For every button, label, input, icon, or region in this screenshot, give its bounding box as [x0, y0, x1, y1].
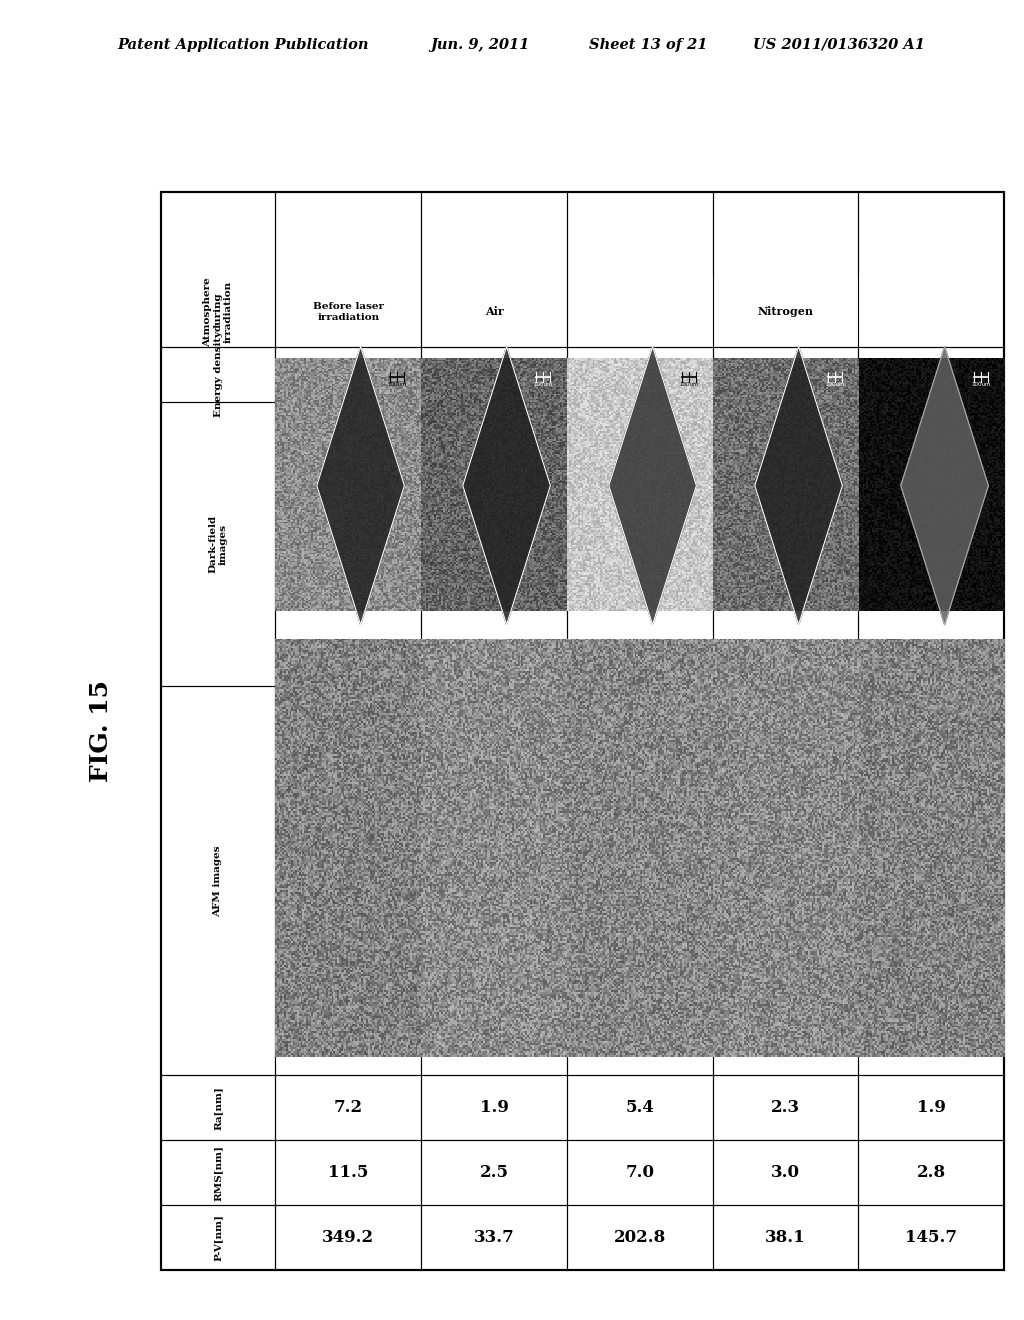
Text: AFM images: AFM images [214, 845, 222, 916]
Text: 525mJ/cm²: 525mJ/cm² [463, 370, 525, 379]
Text: 2.3: 2.3 [771, 1100, 800, 1117]
Text: Jun. 9, 2011: Jun. 9, 2011 [430, 38, 529, 51]
Text: Before laser
irradiation: Before laser irradiation [312, 364, 384, 384]
Text: 100um: 100um [387, 381, 407, 387]
Text: Sheet 13 of 21: Sheet 13 of 21 [589, 38, 708, 51]
Text: RMS[nm]: RMS[nm] [214, 1144, 222, 1201]
Text: Energy density: Energy density [214, 331, 222, 417]
Text: 100um: 100um [825, 381, 845, 387]
Text: 2.5: 2.5 [479, 1164, 509, 1181]
Text: 145.7: 145.7 [905, 1229, 957, 1246]
Polygon shape [901, 347, 988, 624]
Text: Nitrogen: Nitrogen [758, 306, 813, 318]
Text: 431mJ/cm²: 431mJ/cm² [608, 370, 671, 379]
Polygon shape [609, 347, 696, 624]
Text: 33.7: 33.7 [474, 1229, 514, 1246]
Polygon shape [316, 347, 404, 624]
Text: FIG. 15: FIG. 15 [89, 680, 113, 783]
Text: Ra[nm]: Ra[nm] [214, 1086, 222, 1130]
Text: 100um: 100um [534, 381, 553, 387]
Text: P-V[nm]: P-V[nm] [214, 1214, 222, 1261]
Text: 100um: 100um [972, 381, 991, 387]
Bar [161, 193, 1005, 1270]
Text: 11.5: 11.5 [328, 1164, 369, 1181]
Text: 619mJ/cm²: 619mJ/cm² [900, 370, 963, 379]
Text: 7.0: 7.0 [626, 1164, 654, 1181]
Text: 1.9: 1.9 [916, 1100, 945, 1117]
Polygon shape [755, 347, 843, 624]
Text: 2.8: 2.8 [916, 1164, 946, 1181]
Text: 349.2: 349.2 [323, 1229, 375, 1246]
Text: Before laser
irradiation: Before laser irradiation [312, 302, 384, 322]
Text: Atmosphere
during
irradiation: Atmosphere during irradiation [203, 277, 233, 347]
Text: Patent Application Publication: Patent Application Publication [118, 38, 370, 51]
Text: 100um: 100um [679, 381, 698, 387]
Polygon shape [463, 347, 550, 624]
Text: 5.4: 5.4 [626, 1100, 654, 1117]
Text: 525mJ/cm²: 525mJ/cm² [754, 370, 817, 379]
Text: 3.0: 3.0 [771, 1164, 800, 1181]
Text: 202.8: 202.8 [613, 1229, 666, 1246]
Text: Dark-field
images: Dark-field images [208, 515, 227, 573]
Text: US 2011/0136320 A1: US 2011/0136320 A1 [753, 38, 925, 51]
Text: 1.9: 1.9 [479, 1100, 509, 1117]
Text: 38.1: 38.1 [765, 1229, 806, 1246]
Text: Air: Air [484, 306, 504, 318]
Text: 7.2: 7.2 [334, 1100, 362, 1117]
Bar [161, 193, 1005, 1270]
